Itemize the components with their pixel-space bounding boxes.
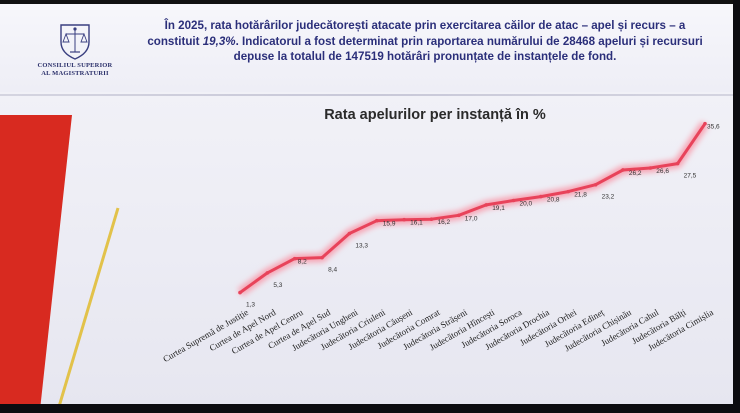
data-label: 5,3 [273,282,282,289]
data-label: 23,2 [602,194,615,201]
data-point [265,271,270,275]
logo-text-line1: CONSILIUL SUPERIOR [37,62,113,69]
data-label: 16,1 [410,220,423,227]
intro-paragraph: În 2025, rata hotărârilor judecătorești … [125,18,725,65]
data-label: 15,9 [383,221,396,228]
data-point [703,121,707,126]
data-label: 27,5 [684,173,697,180]
data-label: 21,8 [574,192,587,199]
series-line-glow [237,121,709,297]
data-point [675,161,680,166]
coat-of-arms-icon [60,24,90,60]
intro-line-2-part-a: constituit [147,34,203,48]
intro-line-1: În 2025, rata hotărârilor judecătorești … [164,19,686,32]
logo-text-line2: AL MAGISTRATURII [41,69,109,77]
data-label: 8,4 [328,267,337,274]
data-point [566,189,571,194]
data-label: 19,1 [492,205,505,212]
data-label: 17,0 [465,215,478,222]
data-point [457,213,461,218]
data-label: 20,8 [547,197,560,204]
data-label: 26,2 [629,170,642,177]
data-point [347,231,352,236]
screen-border-top [0,0,740,4]
data-label: 26,6 [656,168,669,175]
intro-line-2: constituit 19,3%. Indicatorul a fost det… [125,34,725,50]
screen-border-right [733,0,740,413]
decorative-accent-shape [0,115,120,410]
series-line [239,122,707,294]
chart-title: Rata apelurilor per instanță în % [324,107,546,123]
data-label: 13,3 [355,243,368,250]
header-band [0,0,740,92]
data-point [539,194,543,199]
data-point [320,255,324,260]
data-label: 8,2 [298,259,307,266]
data-point [238,290,242,295]
intro-line-3: depuse la totalul de 147519 hotărâri pro… [233,50,617,63]
header-divider [0,94,740,96]
data-label: 1,3 [246,302,255,309]
data-point [484,203,488,207]
data-point [621,168,625,172]
data-point [511,198,516,203]
data-point [429,217,434,222]
data-label: 16,2 [438,219,451,226]
data-point [593,182,598,187]
intro-line-2-part-b: . Indicatorul a fost determinat prin rap… [235,34,703,48]
screen-border-bottom [0,404,740,413]
data-label: 35,6 [707,124,720,131]
data-point [374,218,379,223]
data-point [292,256,297,261]
data-point [402,217,406,222]
data-label: 20,0 [520,201,533,208]
intro-highlight-rate: 19,3% [202,34,236,48]
data-point [648,166,653,170]
institution-logo: CONSILIUL SUPERIOR AL MAGISTRATURII [30,22,120,84]
